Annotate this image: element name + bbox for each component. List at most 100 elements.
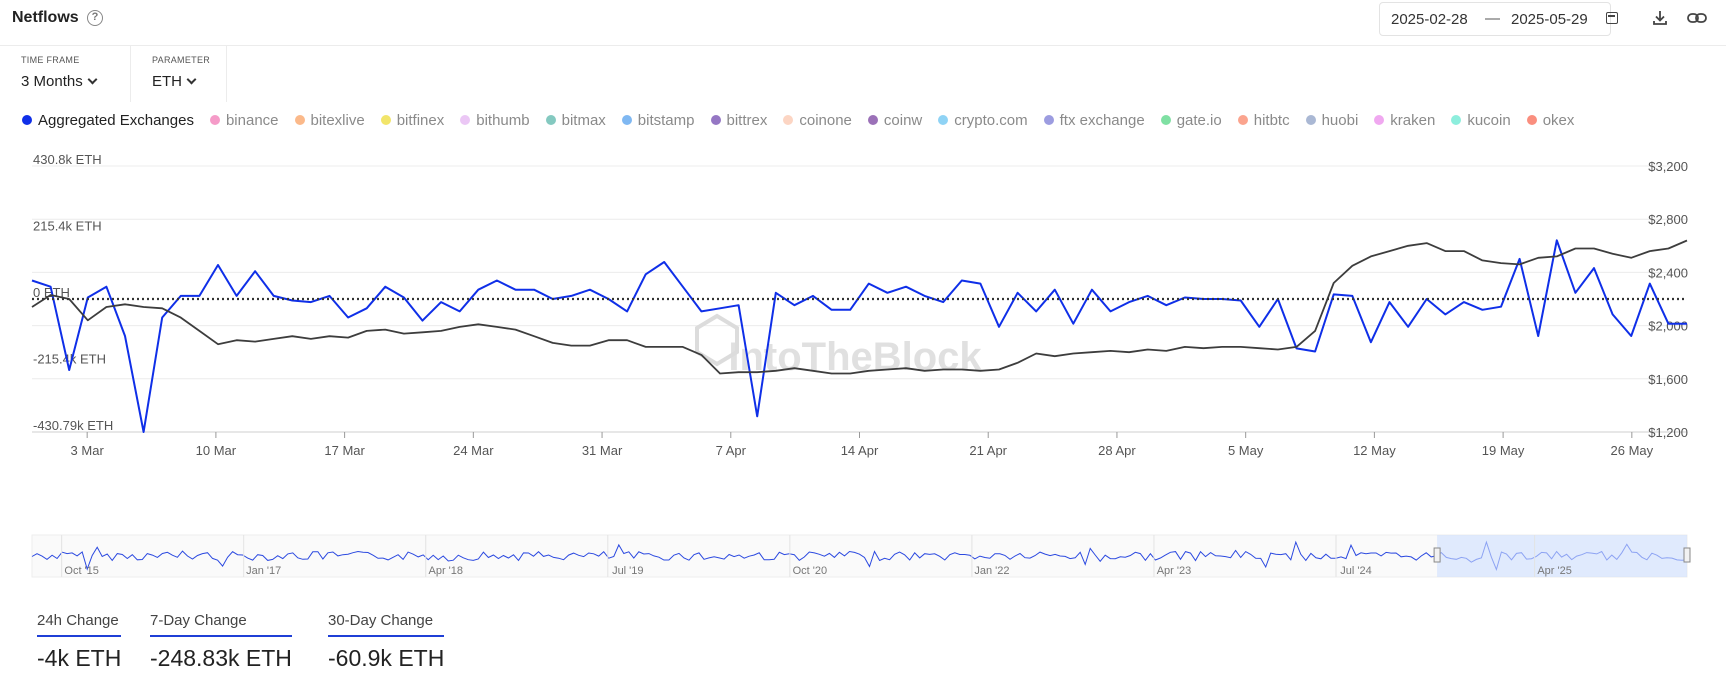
question-circle-icon[interactable]: ?	[87, 10, 103, 26]
navigator-label: Jan '17	[246, 565, 281, 577]
date-end[interactable]: 2025-05-29	[1511, 11, 1588, 28]
date-range-picker[interactable]: 2025-02-28 — 2025-05-29	[1379, 2, 1611, 36]
legend-label: coinw	[883, 111, 923, 129]
navigator-background	[31, 534, 1688, 578]
x-tick-label: 17 Mar	[324, 443, 365, 458]
legend-item-bitmax[interactable]: bitmax	[545, 110, 606, 130]
parameter-control[interactable]: PARAMETER ETH	[131, 46, 227, 102]
legend-dot	[460, 115, 471, 125]
legend-item-gate-io[interactable]: gate.io	[1160, 110, 1222, 130]
x-tick-label: 7 Apr	[716, 443, 747, 458]
chart-legend: Aggregated Exchanges binance bitexlive bitf…	[22, 110, 1590, 130]
legend-label: kucoin	[1467, 111, 1511, 129]
legend-item-okex[interactable]: okex	[1526, 110, 1574, 130]
legend-item-aggregated-exchanges[interactable]: Aggregated Exchanges	[22, 110, 194, 130]
legend-dot	[1374, 115, 1385, 125]
legend-item-bittrex[interactable]: bittrex	[710, 110, 768, 130]
download-icon[interactable]	[1650, 8, 1670, 28]
legend-item-binance[interactable]: binance	[209, 110, 279, 130]
legend-item-kucoin[interactable]: kucoin	[1451, 110, 1511, 130]
navigator-label: Jan '22	[974, 565, 1009, 577]
navigator-label: Apr '18	[428, 565, 463, 577]
legend-dot	[545, 115, 556, 125]
parameter-label: PARAMETER	[152, 55, 211, 65]
page-title: Netflows	[12, 9, 79, 26]
y-right-tick-label: $3,200	[1648, 159, 1688, 174]
y-right-tick-label: $2,000	[1648, 319, 1688, 334]
legend-dot	[1305, 115, 1316, 125]
y-right-tick-label: $1,600	[1648, 372, 1688, 387]
legend-label: binance	[225, 111, 279, 129]
y-left-tick-label: -215.4k ETH	[33, 352, 106, 367]
legend-dot	[22, 115, 32, 125]
legend-dot	[783, 115, 794, 125]
legend-item-bithumb[interactable]: bithumb	[460, 110, 530, 130]
x-tick-label: 5 May	[1228, 443, 1264, 458]
legend-item-bitstamp[interactable]: bitstamp	[621, 110, 695, 130]
legend-item-bitfinex[interactable]: bitfinex	[380, 110, 444, 130]
legend-dot	[1526, 115, 1537, 125]
y-left-tick-label: 430.8k ETH	[33, 152, 102, 167]
watermark-logo-icon	[695, 313, 739, 367]
y-left-tick-label: -430.79k ETH	[33, 418, 113, 433]
legend-item-kraken[interactable]: kraken	[1374, 110, 1435, 130]
navigator-label: Oct '15	[64, 565, 99, 577]
change-30d: 30-Day Change -60.9k ETH	[328, 612, 445, 672]
legend-label: gate.io	[1176, 111, 1222, 129]
legend-dot	[380, 115, 391, 125]
navigator-right-handle[interactable]	[1683, 547, 1691, 563]
legend-dot	[1451, 115, 1462, 125]
change-24h-label: 24h Change	[37, 612, 122, 637]
header-bar: Netflows ? 2025-02-28 — 2025-05-29	[0, 0, 1726, 46]
change-30d-label: 30-Day Change	[328, 612, 445, 637]
chevron-down-icon	[87, 74, 98, 85]
legend-label: coinone	[799, 111, 852, 129]
legend-dot	[710, 115, 721, 125]
x-tick-label: 19 May	[1482, 443, 1525, 458]
calendar-icon[interactable]	[1606, 12, 1618, 24]
parameter-select[interactable]: ETH	[152, 73, 197, 90]
x-tick-label: 10 Mar	[196, 443, 237, 458]
legend-item-bitexlive[interactable]: bitexlive	[294, 110, 365, 130]
timeframe-control[interactable]: TIME FRAME 3 Months	[0, 46, 131, 102]
navigator-label: Apr '25	[1537, 565, 1572, 577]
netflow-series-line	[31, 239, 1687, 433]
navigator-series-line	[31, 540, 1688, 572]
legend-label: ftx exchange	[1059, 111, 1145, 129]
legend-dot	[1160, 115, 1171, 125]
legend-label: bithumb	[476, 111, 530, 129]
legend-label: bittrex	[726, 111, 768, 129]
chevron-down-icon	[186, 74, 197, 85]
navigator-label: Oct '20	[793, 565, 828, 577]
legend-dot	[1043, 115, 1054, 125]
y-right-tick-label: $2,800	[1648, 212, 1688, 227]
legend-dot	[938, 115, 949, 125]
legend-item-ftx-exchange[interactable]: ftx exchange	[1043, 110, 1145, 130]
parameter-value: ETH	[152, 73, 182, 90]
timeframe-select[interactable]: 3 Months	[21, 73, 98, 90]
legend-label: bitstamp	[637, 111, 695, 129]
x-tick-label: 3 Mar	[71, 443, 105, 458]
legend-item-hitbtc[interactable]: hitbtc	[1237, 110, 1290, 130]
link-icon[interactable]	[1686, 8, 1708, 28]
legend-item-coinone[interactable]: coinone	[783, 110, 852, 130]
change-24h-value: -4k ETH	[37, 645, 122, 671]
legend-label: hitbtc	[1253, 111, 1290, 129]
navigator-label: Apr '23	[1157, 565, 1192, 577]
legend-item-coinw[interactable]: coinw	[867, 110, 923, 130]
x-tick-label: 31 Mar	[582, 443, 623, 458]
navigator-label: Jul '24	[1340, 565, 1371, 577]
legend-dot	[209, 115, 220, 125]
change-7d-label: 7-Day Change	[150, 612, 292, 637]
legend-item-crypto-com[interactable]: crypto.com	[938, 110, 1028, 130]
legend-dot	[621, 115, 632, 125]
change-24h: 24h Change -4k ETH	[37, 612, 122, 672]
navigator-label: Jul '19	[612, 565, 643, 577]
legend-label: crypto.com	[954, 111, 1028, 129]
legend-label: Aggregated Exchanges	[38, 111, 194, 129]
navigator-left-handle[interactable]	[1433, 547, 1441, 563]
legend-item-huobi[interactable]: huobi	[1305, 110, 1358, 130]
legend-dot	[294, 115, 305, 125]
date-start[interactable]: 2025-02-28	[1391, 11, 1468, 28]
price-series-line	[31, 239, 1688, 375]
